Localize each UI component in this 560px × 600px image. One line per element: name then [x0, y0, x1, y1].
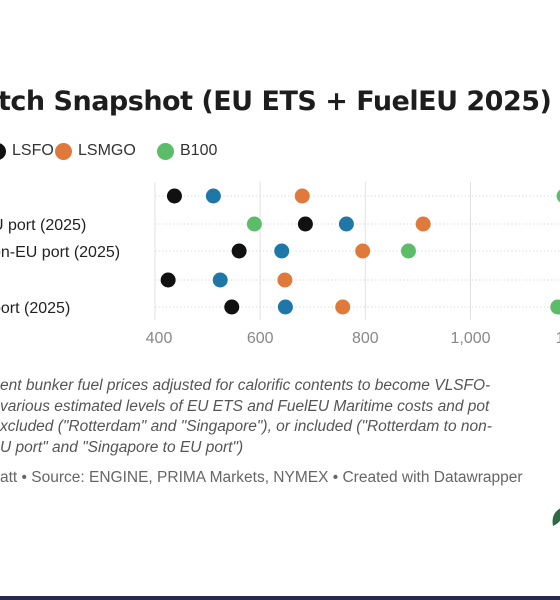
- data-point: [231, 243, 247, 259]
- note-line: various estimated levels of EU ETS and F…: [0, 397, 490, 415]
- data-point: [205, 188, 221, 204]
- legend: LSFO LSMGO B100: [0, 142, 560, 166]
- data-point: [246, 216, 262, 232]
- data-point: [355, 243, 371, 259]
- row-label: port (2025): [0, 300, 70, 317]
- data-point: [335, 299, 351, 315]
- data-point: [277, 299, 293, 315]
- leaf-logo-icon: [552, 508, 560, 526]
- legend-label-lsmgo: LSMGO: [78, 142, 136, 159]
- data-point: [274, 243, 290, 259]
- note-line: xcluded ("Rotterdam" and "Singapore"), o…: [0, 418, 492, 435]
- legend-label-b100: B100: [180, 142, 218, 159]
- x-tick-label: 1,000: [450, 330, 490, 347]
- legend-swatch-lsmgo: [55, 142, 72, 160]
- x-tick-label: 800: [352, 330, 379, 347]
- data-point: [224, 299, 240, 315]
- data-point: [294, 188, 310, 204]
- data-point: [166, 188, 182, 204]
- data-point: [338, 216, 354, 232]
- source-credit: att • Source: ENGINE, PRIMA Markets, NYM…: [0, 469, 523, 486]
- bottom-bar: [0, 596, 560, 600]
- legend-label-lsfo: LSFO: [12, 142, 54, 159]
- legend-swatch-b100: [157, 142, 174, 160]
- data-point: [297, 216, 313, 232]
- data-point: [550, 299, 560, 315]
- data-point: [415, 216, 431, 232]
- data-point: [400, 243, 416, 259]
- x-tick-label: 1,200: [556, 330, 560, 347]
- legend-item-lsfo: LSFO: [0, 142, 54, 160]
- legend-swatch-lsfo: [0, 142, 6, 160]
- x-tick-label: 400: [146, 330, 173, 347]
- x-tick-label: 600: [247, 330, 274, 347]
- chart-title: tch Snapshot (EU ETS + FuelEU 2025): [0, 86, 552, 117]
- data-point: [556, 189, 560, 203]
- legend-item-b100: B100: [157, 142, 217, 160]
- data-point: [160, 272, 176, 288]
- note-line: ent bunker fuel prices adjusted for calo…: [0, 377, 491, 394]
- row-label: U port (2025): [0, 217, 86, 234]
- note-line: U port" and "Singapore to EU port"): [0, 438, 244, 456]
- data-point: [277, 272, 293, 288]
- dot-plot: 400 600 800 1,000 1,200 U port (2025) on-EU po…: [0, 182, 560, 347]
- chart-notes: ent bunker fuel prices adjusted for calo…: [0, 376, 560, 458]
- legend-item-lsmgo: LSMGO: [55, 142, 136, 160]
- row-label: on-EU port (2025): [0, 244, 120, 261]
- data-point: [212, 272, 228, 288]
